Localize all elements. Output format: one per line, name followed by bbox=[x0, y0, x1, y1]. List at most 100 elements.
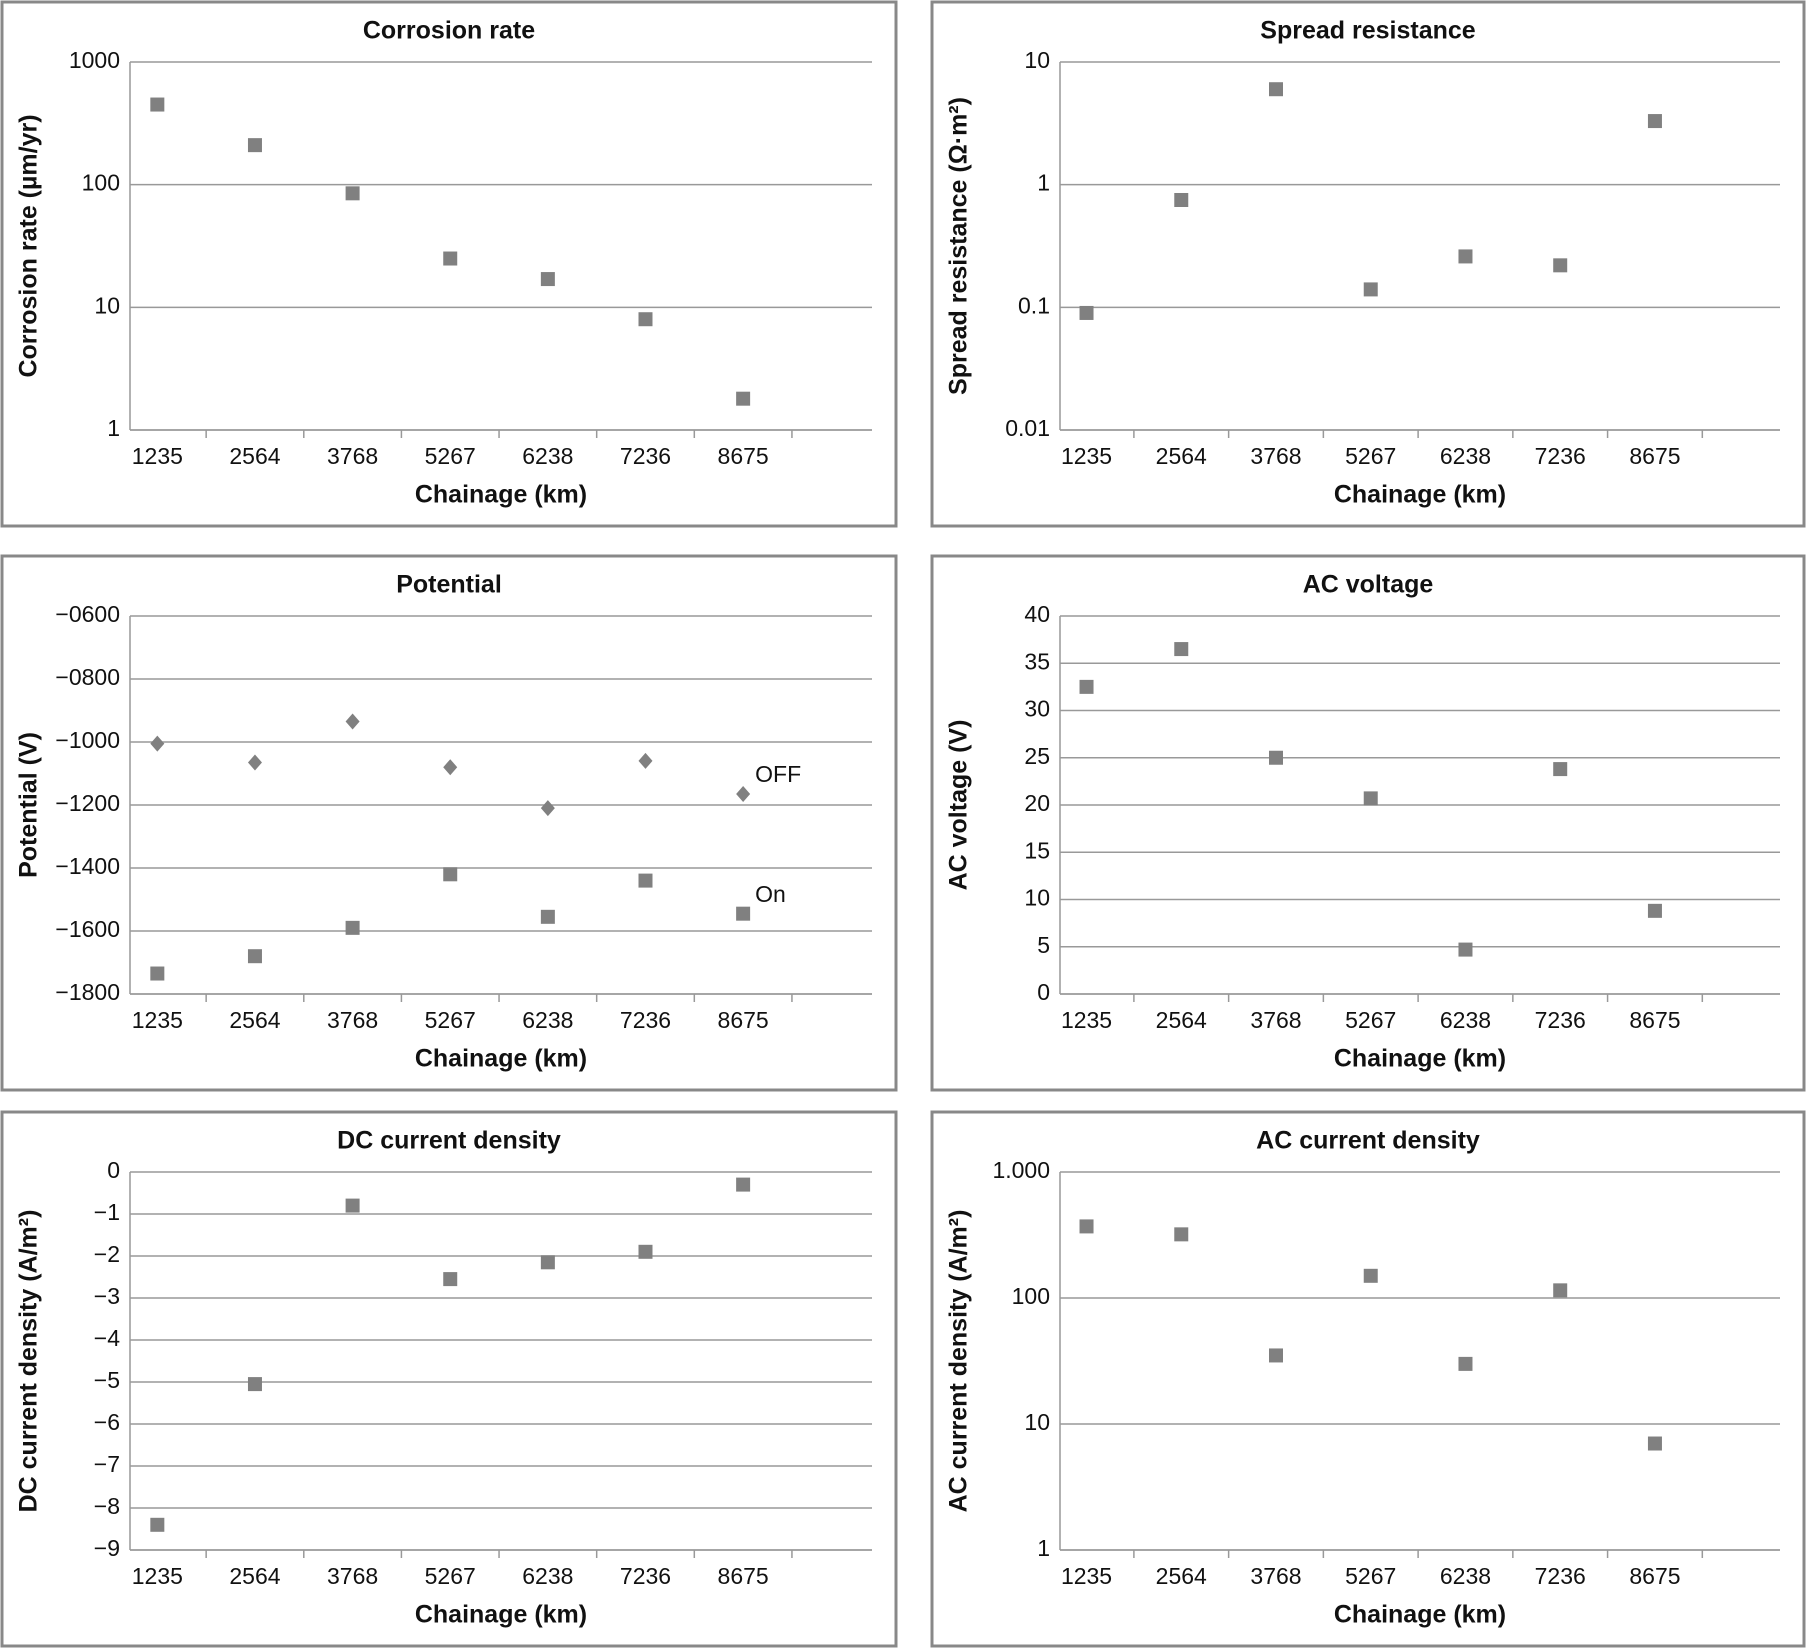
x-tick-label: 8675 bbox=[1629, 1007, 1680, 1033]
x-tick-label: 2564 bbox=[1156, 1563, 1207, 1589]
x-tick-label: 5267 bbox=[425, 1563, 476, 1589]
y-tick-label: −1000 bbox=[55, 727, 120, 753]
y-tick-label: 5 bbox=[1037, 932, 1050, 958]
x-tick-label: 7236 bbox=[620, 443, 671, 469]
data-point bbox=[1174, 642, 1189, 657]
panel bbox=[0, 554, 898, 1092]
x-tick-label: 3768 bbox=[1250, 1563, 1301, 1589]
x-tick-label: 3768 bbox=[1250, 443, 1301, 469]
x-tick-label: 1235 bbox=[1061, 443, 1112, 469]
data-point bbox=[150, 735, 165, 752]
x-tick-label: 7236 bbox=[1535, 1563, 1586, 1589]
x-axis-label: Chainage (km) bbox=[1334, 481, 1506, 509]
data-point bbox=[540, 1255, 555, 1270]
data-point bbox=[1647, 1436, 1662, 1451]
y-tick-label: 10 bbox=[94, 292, 120, 318]
y-tick-label: −1800 bbox=[55, 979, 120, 1005]
y-tick-label: 0 bbox=[1037, 979, 1050, 1005]
y-axis-label: Potential (V) bbox=[15, 732, 43, 878]
data-point bbox=[150, 966, 165, 981]
x-tick-label: 5267 bbox=[425, 443, 476, 469]
data-point bbox=[1553, 1283, 1568, 1298]
x-axis-label: Chainage (km) bbox=[1334, 1601, 1506, 1629]
x-tick-label: 5267 bbox=[1345, 443, 1396, 469]
y-tick-label: 1 bbox=[107, 415, 120, 441]
data-point bbox=[247, 138, 262, 153]
y-tick-label: 100 bbox=[1012, 1283, 1050, 1309]
y-tick-label: −5 bbox=[94, 1367, 120, 1393]
data-point bbox=[1458, 1356, 1473, 1371]
y-axis-label: AC voltage (V) bbox=[945, 720, 973, 891]
data-point bbox=[1363, 791, 1378, 806]
data-point bbox=[1269, 750, 1283, 765]
y-tick-label: 10 bbox=[1024, 885, 1050, 911]
y-axis-label: Spread resistance (Ω·m²) bbox=[945, 97, 973, 395]
x-tick-label: 2564 bbox=[1156, 1007, 1207, 1033]
data-point bbox=[150, 97, 165, 112]
data-point bbox=[1553, 762, 1568, 777]
chart-title: DC current density bbox=[337, 1127, 561, 1155]
y-tick-label: 100 bbox=[82, 170, 120, 196]
x-axis-label: Chainage (km) bbox=[1334, 1045, 1506, 1073]
data-point bbox=[345, 1198, 360, 1213]
data-point bbox=[443, 251, 458, 266]
data-point bbox=[638, 312, 653, 327]
y-tick-label: 15 bbox=[1024, 837, 1050, 863]
data-point bbox=[345, 186, 360, 201]
data-point bbox=[1174, 192, 1189, 207]
data-point bbox=[736, 1177, 751, 1192]
x-tick-label: 3768 bbox=[327, 1563, 378, 1589]
y-axis-label: Corrosion rate (µm/yr) bbox=[15, 114, 43, 377]
x-tick-label: 8675 bbox=[718, 443, 769, 469]
chart-title: Spread resistance bbox=[1260, 17, 1475, 45]
data-point bbox=[638, 752, 653, 769]
y-tick-label: 40 bbox=[1024, 601, 1050, 627]
x-tick-label: 2564 bbox=[229, 1563, 280, 1589]
y-tick-label: −3 bbox=[94, 1283, 120, 1309]
panel bbox=[930, 554, 1806, 1092]
y-tick-label: −0800 bbox=[55, 664, 120, 690]
data-point bbox=[736, 785, 751, 802]
y-tick-label: 10 bbox=[1024, 47, 1050, 73]
x-tick-label: 2564 bbox=[229, 443, 280, 469]
y-tick-label: −9 bbox=[94, 1535, 120, 1561]
data-point bbox=[247, 1377, 262, 1392]
x-tick-label: 3768 bbox=[1250, 1007, 1301, 1033]
x-tick-label: 3768 bbox=[327, 443, 378, 469]
series-label: On bbox=[755, 881, 786, 907]
y-tick-label: 20 bbox=[1024, 790, 1050, 816]
y-tick-label: −1600 bbox=[55, 916, 120, 942]
x-tick-label: 5267 bbox=[1345, 1563, 1396, 1589]
x-tick-label: 1235 bbox=[132, 443, 183, 469]
data-point bbox=[443, 1272, 458, 1287]
x-tick-label: 1235 bbox=[1061, 1563, 1112, 1589]
data-point bbox=[736, 906, 751, 921]
x-tick-label: 6238 bbox=[522, 443, 573, 469]
data-point bbox=[345, 713, 360, 730]
x-axis-label: Chainage (km) bbox=[415, 481, 587, 509]
panel bbox=[930, 1110, 1806, 1648]
data-point bbox=[1079, 679, 1094, 694]
y-tick-label: −1 bbox=[94, 1199, 120, 1225]
y-tick-label: 1 bbox=[1037, 1535, 1050, 1561]
x-tick-label: 6238 bbox=[522, 1563, 573, 1589]
x-tick-label: 7236 bbox=[1535, 443, 1586, 469]
y-tick-label: 0.1 bbox=[1018, 292, 1050, 318]
x-tick-label: 3768 bbox=[327, 1007, 378, 1033]
y-tick-label: −2 bbox=[94, 1241, 120, 1267]
data-point bbox=[1458, 942, 1473, 957]
y-tick-label: −1400 bbox=[55, 853, 120, 879]
y-tick-label: −0600 bbox=[55, 601, 120, 627]
data-point bbox=[1458, 249, 1473, 264]
x-tick-label: 6238 bbox=[1440, 1007, 1491, 1033]
y-tick-label: 1 bbox=[1037, 170, 1050, 196]
data-point bbox=[540, 272, 555, 287]
data-point bbox=[1079, 1219, 1094, 1234]
y-tick-label: 1.000 bbox=[992, 1157, 1050, 1183]
data-point bbox=[1363, 282, 1378, 297]
x-axis-label: Chainage (km) bbox=[415, 1601, 587, 1629]
chart-title: AC current density bbox=[1256, 1127, 1480, 1155]
x-tick-label: 8675 bbox=[1629, 1563, 1680, 1589]
data-point bbox=[540, 909, 555, 924]
